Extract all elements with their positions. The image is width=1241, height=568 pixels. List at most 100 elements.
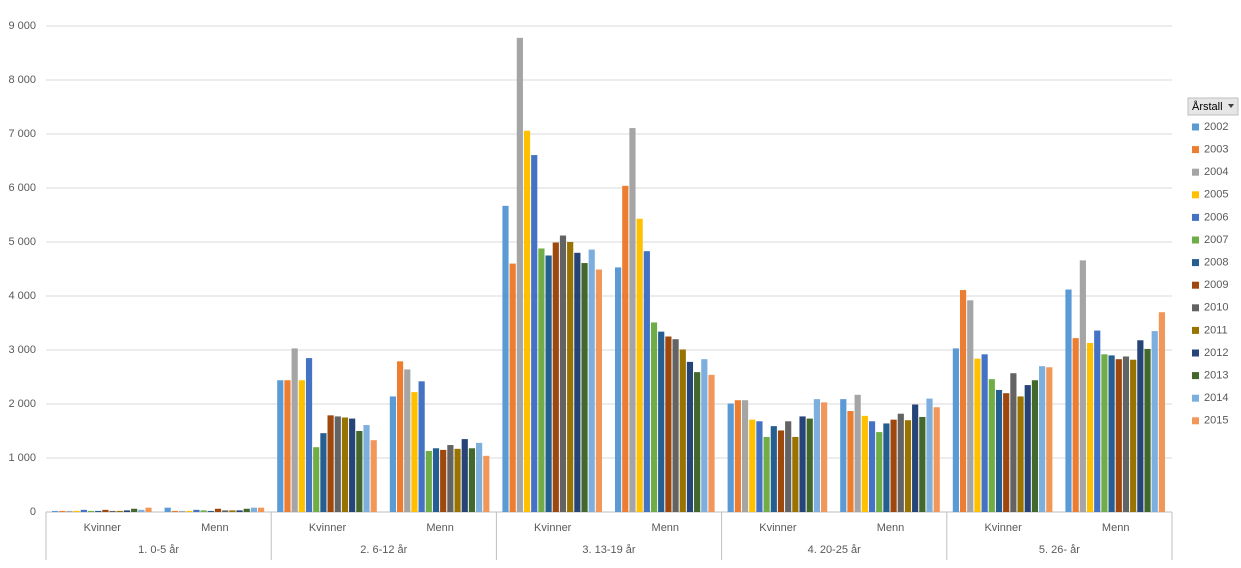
bar	[138, 509, 145, 512]
legend-label: 2015	[1204, 415, 1228, 427]
bar	[1144, 348, 1151, 512]
bar	[763, 436, 770, 512]
bar	[629, 128, 636, 512]
bar	[847, 411, 854, 512]
bar	[1024, 385, 1031, 512]
bar	[80, 509, 87, 512]
legend-title-box[interactable]	[1187, 97, 1239, 116]
bar	[1039, 366, 1046, 512]
bar	[912, 404, 919, 512]
bar	[461, 439, 468, 512]
bar	[967, 300, 974, 512]
x-tick-label: Kvinner	[534, 522, 572, 534]
bar	[243, 508, 250, 512]
bar	[363, 425, 370, 512]
x-tick-label: Menn	[1102, 522, 1130, 534]
bar	[277, 380, 284, 512]
bar	[1065, 289, 1072, 512]
bar	[622, 185, 629, 512]
bar	[1094, 330, 1101, 512]
group-label: 2. 6-12 år	[360, 544, 407, 556]
bar	[792, 436, 799, 512]
legend-swatch	[1192, 123, 1199, 131]
x-tick-label: Menn	[426, 522, 454, 534]
bar	[305, 358, 313, 512]
bar	[356, 431, 363, 512]
bar	[861, 415, 868, 512]
bar	[389, 396, 396, 512]
bar	[404, 369, 411, 512]
bar	[567, 242, 574, 512]
bar	[785, 421, 792, 512]
legend-label: 2009	[1204, 279, 1228, 291]
bar	[516, 37, 523, 512]
bar	[411, 392, 418, 512]
legend-label: 2010	[1204, 302, 1228, 314]
dropdown-arrow[interactable]	[1228, 104, 1234, 108]
bar	[396, 361, 404, 512]
bar	[291, 348, 298, 512]
bar	[813, 399, 821, 512]
bar	[1017, 396, 1024, 512]
bar	[876, 432, 883, 512]
bar	[615, 267, 622, 512]
bar	[52, 510, 59, 512]
bar	[1158, 312, 1165, 512]
legend-label: 2003	[1204, 144, 1228, 156]
bar	[222, 510, 229, 512]
bar	[806, 418, 813, 512]
bar	[87, 510, 95, 512]
bar	[919, 416, 926, 512]
x-tick-label: Kvinner	[309, 522, 347, 534]
legend-swatch	[1192, 213, 1199, 221]
bar	[73, 510, 80, 512]
bar	[250, 507, 258, 512]
bar	[102, 509, 109, 512]
bar	[370, 440, 377, 512]
bar	[334, 416, 341, 512]
bar	[476, 442, 483, 512]
legend-label: 2004	[1204, 166, 1228, 178]
bar	[66, 510, 73, 512]
bar	[933, 407, 940, 512]
bar	[440, 449, 447, 512]
y-tick-label: 8 000	[8, 74, 36, 86]
bar	[777, 430, 785, 512]
bar	[694, 372, 701, 512]
bar	[418, 381, 425, 512]
bar	[236, 510, 243, 512]
bar	[164, 507, 171, 512]
bar	[1115, 359, 1122, 512]
bar	[897, 413, 904, 512]
bar	[214, 508, 222, 512]
y-tick-label: 4 000	[8, 290, 36, 302]
x-tick-label: Kvinner	[759, 522, 797, 534]
bar	[1108, 355, 1115, 512]
legend-label: 2014	[1204, 392, 1228, 404]
legend-swatch	[1192, 326, 1199, 334]
bar	[1151, 331, 1158, 512]
bar	[327, 415, 334, 512]
legend-swatch	[1192, 236, 1199, 244]
bar	[756, 421, 763, 512]
bar	[749, 419, 756, 512]
bar	[708, 374, 715, 512]
legend-swatch	[1192, 146, 1199, 154]
bar	[1010, 373, 1017, 512]
bar	[447, 445, 454, 512]
bar	[821, 402, 828, 512]
legend-swatch	[1192, 191, 1199, 199]
bar	[425, 450, 432, 512]
y-tick-label: 0	[30, 506, 36, 518]
bar	[116, 510, 123, 512]
bar	[974, 358, 981, 512]
x-tick-label: Menn	[877, 522, 905, 534]
group-label: 3. 13-19 år	[582, 544, 636, 556]
bar	[229, 510, 236, 512]
bar	[883, 423, 890, 512]
bar	[840, 399, 847, 512]
bar	[1046, 367, 1053, 512]
y-tick-label: 3 000	[8, 344, 36, 356]
bar	[1003, 393, 1010, 512]
